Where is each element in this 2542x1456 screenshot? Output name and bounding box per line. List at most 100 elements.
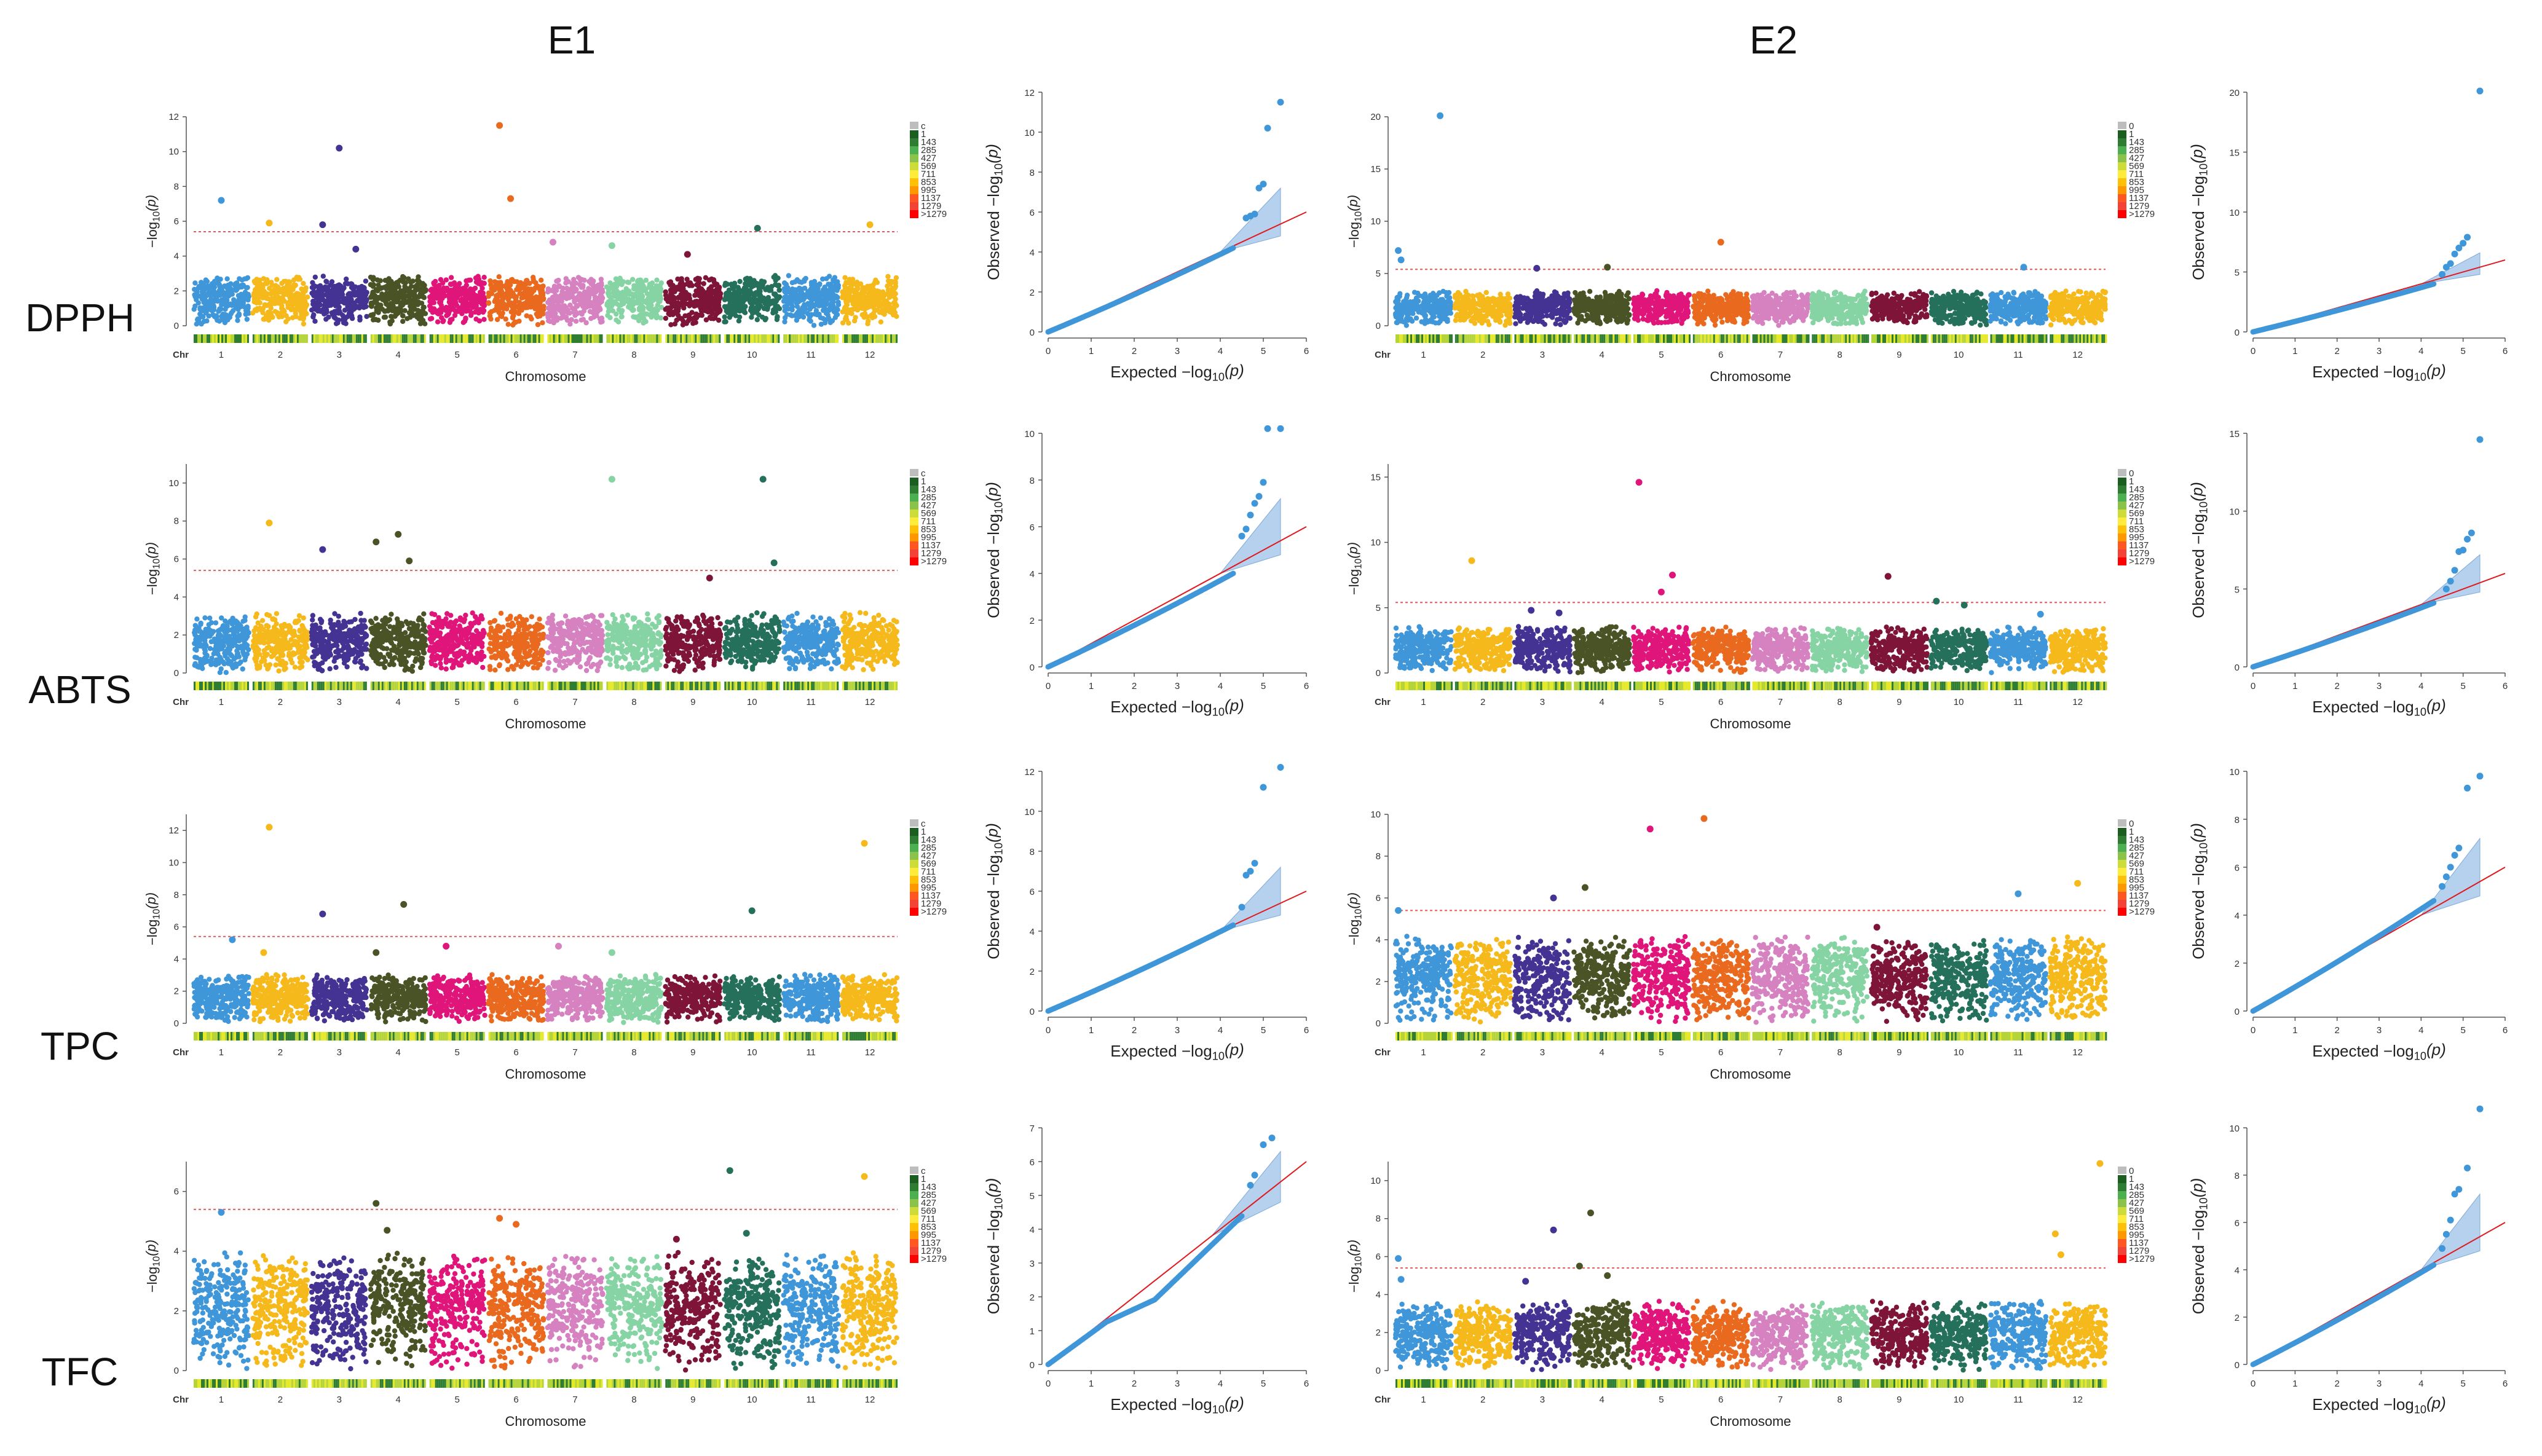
snp-point (316, 307, 321, 312)
density-bin (227, 334, 229, 343)
density-bin (520, 334, 522, 343)
snp-point (409, 302, 414, 307)
density-bin (1614, 334, 1616, 343)
snp-point (211, 291, 216, 296)
density-bin (1561, 334, 1563, 343)
snp-point (1435, 298, 1440, 303)
snp-point (1513, 321, 1518, 326)
density-bin (598, 334, 599, 343)
snp-point (310, 314, 315, 319)
snp-point (784, 294, 789, 299)
density-bin (1627, 334, 1629, 343)
density-bin (1475, 334, 1477, 343)
density-bin (623, 334, 625, 343)
snp-point (679, 283, 684, 288)
snp-point (418, 291, 423, 296)
snp-point (886, 278, 891, 283)
snp-point (811, 302, 816, 307)
snp-point (1394, 320, 1399, 325)
snp-point (515, 279, 519, 284)
density-bin (822, 334, 824, 343)
snp-point (528, 293, 533, 298)
density-bin (711, 334, 713, 343)
snp-point (869, 313, 874, 318)
density-bin (387, 334, 389, 343)
density-bin (802, 334, 803, 343)
snp-point (481, 317, 486, 322)
density-bin (765, 334, 767, 343)
snp-point (295, 296, 300, 301)
density-bin (1432, 334, 1434, 343)
density-bin (1479, 334, 1481, 343)
snp-point (503, 304, 508, 309)
density-strip-10 (724, 334, 780, 343)
snp-point (893, 285, 898, 290)
snp-point (435, 287, 440, 292)
snp-point (196, 301, 201, 305)
snp-point (663, 316, 668, 321)
snp-point (223, 320, 227, 325)
density-bin (789, 334, 791, 343)
snp-point (692, 304, 697, 309)
density-bin (1603, 334, 1605, 343)
snp-point (582, 294, 587, 299)
density-bin (323, 334, 325, 343)
snp-point (1614, 317, 1619, 321)
density-bin (374, 334, 376, 343)
density-bin (243, 334, 245, 343)
density-bin (1598, 334, 1600, 343)
snp-point (1410, 311, 1415, 316)
snp-point (388, 321, 393, 326)
density-bin (837, 334, 839, 343)
density-bin (606, 334, 608, 343)
snp-point (335, 283, 340, 288)
density-bin (614, 334, 615, 343)
density-bin (1605, 334, 1607, 343)
snp-point (586, 299, 591, 304)
y-tick-label: 5 (1376, 269, 1381, 279)
figure-panel: E1 E2 DPPH ABTS TPC TFC 0 2 4 6 8 10 12 −log10(… (0, 0, 2542, 1456)
chromosome-tick-label: 2 (1480, 350, 1485, 360)
snp-point (402, 308, 407, 313)
density-bin (1609, 334, 1611, 343)
density-bin (1466, 334, 1468, 343)
density-bin (1462, 334, 1464, 343)
snp-point (1484, 290, 1489, 295)
snp-point (733, 313, 738, 318)
density-bin (785, 334, 787, 343)
density-bin (645, 334, 647, 343)
snp-point (1608, 306, 1612, 311)
snp-point (497, 288, 502, 293)
density-bin (599, 334, 601, 343)
density-bin (667, 334, 669, 343)
snp-point (607, 315, 612, 320)
snp-point (803, 302, 808, 307)
snp-point (539, 278, 543, 283)
density-bin (896, 334, 898, 343)
density-bin (717, 334, 719, 343)
snp-point (614, 318, 618, 323)
snp-point (755, 317, 760, 322)
snp-point (1419, 319, 1424, 324)
density-bin (529, 334, 531, 343)
density-strip-4 (371, 334, 426, 343)
density-bin (312, 334, 314, 343)
density-bin (282, 334, 284, 343)
snp-point (387, 294, 392, 299)
snp-point (438, 277, 443, 282)
snp-point (452, 313, 457, 318)
density-bin (778, 334, 780, 343)
density-bin (879, 334, 881, 343)
density-bin (207, 334, 208, 343)
snp-point (1443, 290, 1448, 295)
snp-point (699, 302, 704, 307)
snp-point (1431, 298, 1435, 303)
snp-point (722, 283, 727, 288)
snp-point (423, 311, 428, 316)
density-bin (791, 334, 792, 343)
y-axis-title: −log10(p) (143, 195, 162, 248)
density-bin (336, 334, 337, 343)
density-bin (1498, 334, 1499, 343)
snp-point (1427, 308, 1432, 313)
density-bin (389, 334, 391, 343)
